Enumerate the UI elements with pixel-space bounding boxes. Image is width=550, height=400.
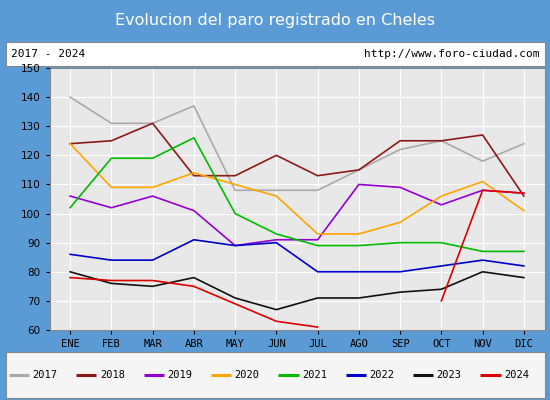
Text: 2017 - 2024: 2017 - 2024: [11, 49, 85, 59]
Text: 2017: 2017: [32, 370, 57, 380]
Text: Evolucion del paro registrado en Cheles: Evolucion del paro registrado en Cheles: [115, 14, 435, 28]
Text: 2022: 2022: [370, 370, 394, 380]
Text: 2024: 2024: [504, 370, 529, 380]
Text: 2018: 2018: [100, 370, 125, 380]
Text: http://www.foro-ciudad.com: http://www.foro-ciudad.com: [364, 49, 539, 59]
Text: 2020: 2020: [234, 370, 260, 380]
Text: 2019: 2019: [167, 370, 192, 380]
Text: 2021: 2021: [302, 370, 327, 380]
Text: 2023: 2023: [437, 370, 461, 380]
